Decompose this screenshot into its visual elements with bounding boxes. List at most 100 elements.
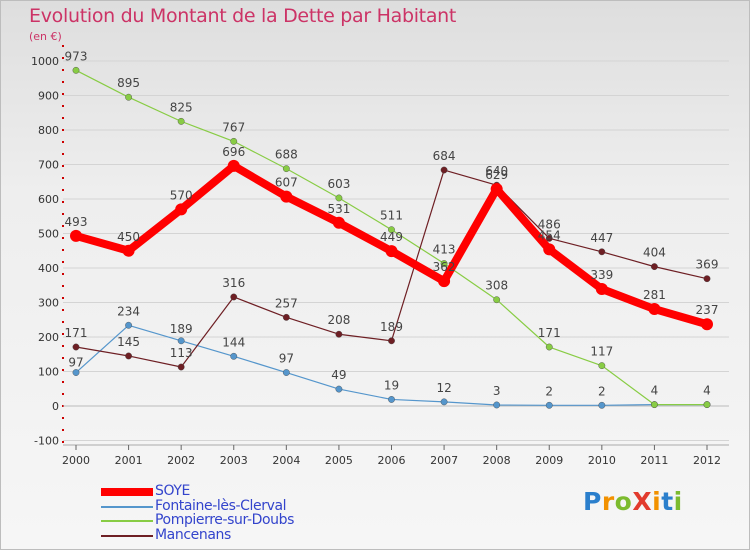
data-point — [493, 296, 501, 304]
data-point — [438, 275, 451, 288]
data-label: 413 — [433, 243, 456, 257]
data-label: 767 — [222, 120, 245, 134]
data-point — [72, 343, 80, 351]
data-label: 449 — [380, 230, 403, 244]
data-point — [388, 337, 395, 345]
data-label: 973 — [65, 49, 88, 63]
data-label: 688 — [275, 148, 298, 162]
data-label: 12 — [436, 381, 451, 395]
data-point — [230, 137, 238, 145]
data-label: 237 — [696, 303, 719, 317]
data-label: 447 — [590, 231, 613, 245]
data-label: 49 — [331, 368, 346, 382]
chart-title: Evolution du Montant de la Dette par Hab… — [29, 5, 457, 27]
data-point — [230, 352, 238, 360]
data-point — [385, 245, 398, 258]
legend-swatch — [101, 505, 153, 508]
data-label: 189 — [170, 322, 193, 336]
y-tick-label: 600 — [38, 193, 59, 206]
data-label: 493 — [65, 215, 88, 229]
data-point — [543, 243, 556, 256]
data-point — [440, 166, 448, 174]
y-tick-label: 0 — [52, 400, 59, 413]
data-label: 454 — [538, 228, 561, 242]
data-point — [125, 352, 132, 360]
y-tick-label: 700 — [38, 159, 59, 172]
data-point — [332, 216, 345, 229]
legend-label: Fontaine-lès-Clerval — [155, 497, 287, 514]
x-tick-label: 2010 — [588, 454, 616, 467]
data-point — [595, 283, 608, 296]
proxiti-logo: ProXiti — [583, 487, 683, 516]
data-point — [388, 396, 395, 403]
data-label: 603 — [327, 177, 350, 191]
data-label: 570 — [170, 188, 193, 202]
x-tick-label: 2005 — [325, 454, 353, 467]
data-point — [177, 117, 185, 125]
data-label: 450 — [117, 230, 140, 244]
data-label: 640 — [485, 164, 508, 178]
data-point — [440, 398, 448, 406]
data-label: 895 — [117, 76, 140, 90]
data-point — [72, 369, 80, 376]
x-tick-label: 2006 — [378, 454, 406, 467]
data-label: 208 — [327, 313, 350, 327]
data-label: 97 — [68, 356, 83, 370]
data-point — [177, 337, 185, 345]
y-tick-label: 1000 — [31, 55, 59, 68]
data-label: 234 — [117, 304, 140, 318]
data-label: 3 — [493, 384, 501, 398]
x-tick-label: 2000 — [62, 454, 90, 467]
data-point — [175, 203, 188, 216]
data-label: 2 — [545, 384, 553, 398]
data-label: 511 — [380, 209, 403, 223]
data-label: 684 — [433, 149, 456, 163]
data-label: 339 — [590, 268, 613, 282]
data-point — [493, 401, 501, 409]
data-point — [545, 234, 553, 242]
x-tick-label: 2012 — [693, 454, 721, 467]
y-tick-label: -100 — [34, 435, 59, 448]
data-point — [125, 93, 132, 101]
data-label: 4 — [651, 384, 659, 398]
data-point — [230, 293, 238, 301]
data-label: 97 — [279, 352, 294, 366]
x-tick-label: 2004 — [272, 454, 300, 467]
x-tick-label: 2003 — [220, 454, 248, 467]
data-point — [282, 165, 290, 173]
data-label: 404 — [643, 246, 666, 260]
data-point — [177, 363, 185, 371]
data-label: 362 — [433, 260, 456, 274]
x-tick-label: 2001 — [115, 454, 143, 467]
data-label: 171 — [65, 326, 88, 340]
data-point — [280, 190, 293, 203]
y-tick-label: 100 — [38, 366, 59, 379]
data-point — [703, 401, 711, 409]
legend-swatch — [101, 488, 153, 497]
y-tick-label: 300 — [38, 297, 59, 310]
data-point — [72, 66, 80, 74]
y-tick-label: 400 — [38, 262, 59, 275]
data-point — [651, 263, 658, 271]
data-label: 486 — [538, 217, 561, 231]
data-label: 696 — [222, 145, 245, 159]
legend-label: Pompierre-sur-Doubs — [155, 512, 295, 528]
data-label: 145 — [117, 335, 140, 349]
x-tick-label: 2008 — [483, 454, 511, 467]
chart-subtitle: (en €) — [29, 30, 62, 43]
y-tick-label: 500 — [38, 228, 59, 241]
data-point — [388, 226, 395, 234]
data-point — [125, 321, 132, 329]
data-point — [122, 244, 135, 257]
data-point — [70, 229, 82, 242]
data-label: 308 — [485, 279, 508, 293]
legend-swatch — [101, 520, 153, 523]
data-label: 171 — [538, 326, 561, 340]
data-label: 113 — [170, 346, 193, 360]
data-point — [598, 401, 606, 409]
data-point — [282, 313, 290, 321]
data-label: 316 — [222, 276, 245, 290]
data-label: 189 — [380, 320, 403, 334]
